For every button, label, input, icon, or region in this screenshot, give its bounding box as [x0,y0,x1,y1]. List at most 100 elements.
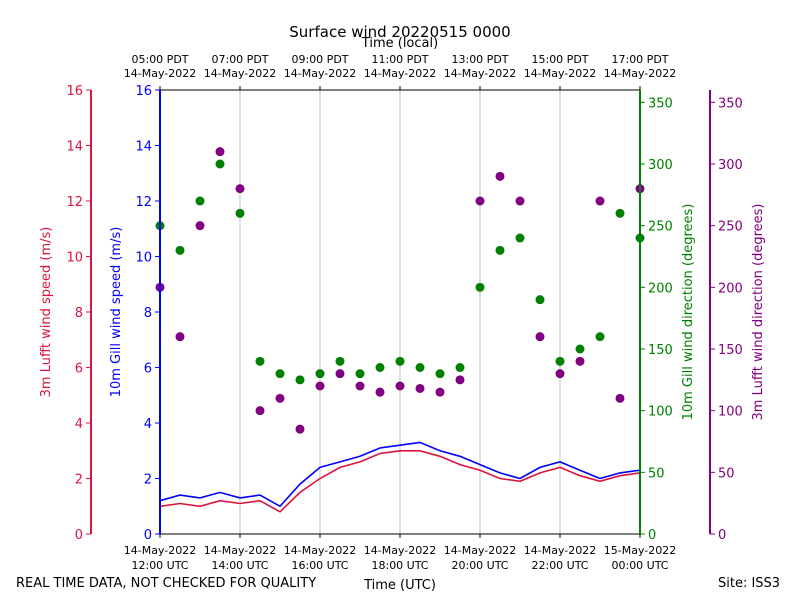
bottom-tick-date-2: 14-May-2022 [284,544,356,557]
series-3-point-5 [255,406,265,416]
gill_direction-tick-label-4: 200 [648,281,673,296]
lufft_direction-tick-label-0: 0 [718,528,726,543]
top-tick-time-3: 11:00 PDT [371,53,428,66]
series-2-point-21 [575,344,585,354]
site-label: Site: ISS3 [718,576,781,591]
series-2-point-23 [615,208,625,218]
series-2-point-13 [415,363,425,372]
top-tick-time-0: 05:00 PDT [131,53,188,66]
plot-series [155,147,645,513]
lufft_direction-tick-label-6: 300 [718,158,743,173]
gill_direction-tick-label-2: 100 [648,405,673,420]
lufft_speed-tick-label-5: 10 [66,251,83,266]
lufft_direction-tick-label-7: 350 [718,96,743,111]
series-3-point-18 [515,196,525,206]
lufft_direction-tick-label-2: 100 [718,405,743,420]
bottom-tick-time-5: 22:00 UTC [531,559,588,572]
series-3-point-6 [275,393,285,403]
bottom-tick-date-0: 14-May-2022 [124,544,196,557]
lufft_speed-tick-label-6: 12 [66,195,83,210]
series-2-point-22 [595,332,605,342]
series-2-point-20 [555,356,565,366]
lufft_speed-tick-label-2: 4 [75,417,83,432]
series-2-point-7 [295,375,305,385]
series-3-point-10 [355,381,365,391]
gill_speed-tick-label-8: 16 [135,84,152,99]
gill_direction-axis-label: 10m Gill wind direction (degrees) [681,204,696,421]
bottom-axis-label: Time (UTC) [363,578,436,593]
series-2-point-15 [455,363,465,372]
series-3-point-8 [315,381,325,391]
series-3-point-2 [195,221,205,231]
lufft_speed-tick-label-8: 16 [66,84,83,99]
gill_speed-tick-label-6: 12 [135,195,152,210]
series-2-point-16 [475,282,485,292]
series-3-point-11 [375,387,385,397]
top-tick-date-0: 14-May-2022 [124,67,196,80]
series-3-point-21 [575,356,585,366]
lufft_direction-axis-label: 3m Lufft wind direction (degrees) [751,204,766,421]
series-2-point-8 [315,369,325,379]
series-3-point-13 [415,383,425,393]
chart-title: Surface wind 20220515 0000 [289,23,510,41]
top-tick-time-4: 13:00 PDT [451,53,508,66]
bottom-tick-time-1: 14:00 UTC [211,559,268,572]
top-tick-date-3: 14-May-2022 [364,67,436,80]
series-2-point-19 [535,295,545,305]
series-3-point-16 [475,196,485,206]
gill_speed-tick-label-1: 2 [144,473,152,488]
series-2-point-6 [275,369,285,379]
bottom-tick-date-3: 14-May-2022 [364,544,436,557]
bottom-tick-date-6: 15-May-2022 [604,544,676,557]
bottom-tick-time-4: 20:00 UTC [451,559,508,572]
gill_direction-tick-label-3: 150 [648,343,673,358]
series-2-point-9 [335,356,345,366]
series-2-point-17 [495,245,505,255]
gill_direction-tick-label-5: 250 [648,220,673,235]
series-line-1 [159,449,641,513]
top-axis-label: Time (local) [361,36,438,51]
series-3-point-22 [595,196,605,206]
series-3-point-17 [495,171,505,181]
lufft_speed-tick-label-1: 2 [75,473,83,488]
series-2-point-4 [235,208,245,218]
gill_speed-tick-label-3: 6 [144,362,152,377]
series-line-0 [159,441,641,508]
series-3-point-1 [175,332,185,342]
series-2-point-1 [175,245,185,255]
top-tick-time-5: 15:00 PDT [531,53,588,66]
gill_speed-tick-label-2: 4 [144,417,152,432]
series-3-point-4 [235,184,245,194]
gill_speed-tick-label-4: 8 [144,306,152,321]
lufft_speed-axis-label: 3m Lufft wind speed (m/s) [39,227,54,398]
top-tick-time-2: 09:00 PDT [291,53,348,66]
series-2-point-3 [215,159,225,169]
series-2-point-11 [375,363,385,372]
gill_direction-tick-label-7: 350 [648,96,673,111]
gill_speed-tick-label-0: 0 [144,528,152,543]
lufft_direction-tick-label-4: 200 [718,281,743,296]
lufft_direction-tick-label-1: 50 [718,466,735,481]
gill_direction-tick-label-1: 50 [648,466,665,481]
series-2-point-18 [515,233,525,243]
series-3-point-3 [215,147,225,157]
bottom-tick-date-5: 14-May-2022 [524,544,596,557]
time-ticks: 14-May-2022 12:00 UTC 14-May-2022 14:00 UTC… [124,53,676,572]
gill_direction-tick-label-0: 0 [648,528,656,543]
series-2-point-2 [195,196,205,206]
bottom-tick-date-1: 14-May-2022 [204,544,276,557]
bottom-tick-time-3: 18:00 UTC [371,559,428,572]
lufft_direction-tick-label-3: 150 [718,343,743,358]
quality-disclaimer: REAL TIME DATA, NOT CHECKED FOR QUALITY [16,576,317,591]
lufft_speed-tick-label-7: 14 [66,140,83,155]
series-3-point-12 [395,381,405,391]
series-3-point-14 [435,387,445,397]
lufft_direction-tick-label-5: 250 [718,220,743,235]
series-3-point-23 [615,393,625,403]
gill_speed-tick-label-7: 14 [135,140,152,155]
series-3-point-9 [335,369,345,379]
gill_speed-axis-label: 10m Gill wind speed (m/s) [109,227,124,398]
axes: 0 2 4 6 8 10 12 14 16 3m Lufft wind speed (m/s) 0 2… [39,84,766,543]
lufft_speed-tick-label-3: 6 [75,362,83,377]
